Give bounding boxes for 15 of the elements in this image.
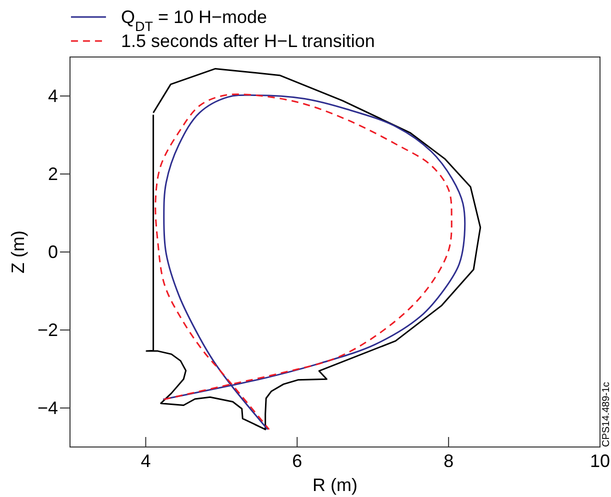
y-tick-label: 0 — [48, 242, 58, 262]
x-tick-label: 10 — [590, 451, 610, 471]
line-series — [146, 68, 482, 430]
y-axis-title: Z (m) — [8, 230, 28, 274]
x-axis-title: R (m) — [312, 475, 358, 495]
legend-label: Q$_{DT}$ = 10 H−mode — [120, 7, 268, 34]
text: CPS14.489-1c — [601, 382, 611, 447]
x-tick-label: 4 — [140, 451, 151, 471]
y-tick-label: 4 — [48, 86, 58, 106]
x-tick-label: 8 — [444, 451, 454, 471]
legend-label: 1.5 seconds after H−L transition — [120, 31, 375, 51]
y-tick-label: −4 — [37, 398, 58, 418]
y-tick-label: −2 — [37, 320, 58, 340]
y-tick-label: 2 — [48, 164, 58, 184]
x-tick-label: 6 — [292, 451, 302, 471]
